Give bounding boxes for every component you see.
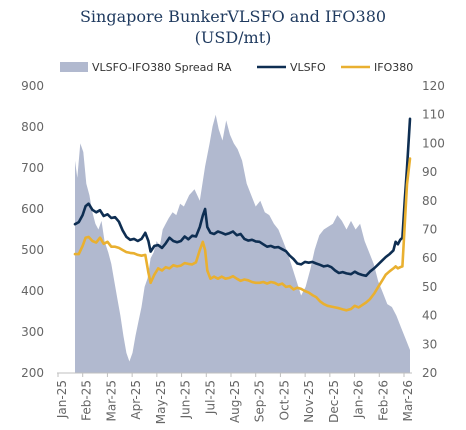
legend-swatch-spread [60, 62, 88, 72]
series-ifo380-line [73, 157, 412, 312]
chart-title-line2: (USD/mt) [194, 28, 272, 47]
y-left-tick-label: 800 [21, 120, 44, 134]
y-right-tick-label: 20 [422, 366, 437, 380]
legend-label-spread: VLSFO-IFO380 Spread RA [92, 61, 232, 74]
x-tick-label: Oct-25 [277, 380, 291, 420]
x-tick-label: Mar-26 [401, 380, 415, 421]
x-tick-label: Feb-25 [80, 380, 94, 421]
x-tick-label: Dec-25 [327, 380, 341, 423]
x-tick-label: Jan-25 [55, 380, 69, 419]
y-left-tick-label: 200 [21, 366, 44, 380]
chart-title-line1: Singapore BunkerVLSFO and IFO380 [79, 7, 387, 26]
y-right-tick-label: 80 [422, 194, 437, 208]
x-tick-label: Jun-25 [179, 380, 193, 419]
series-vlsfo-line [73, 117, 412, 278]
y-right-tick-label: 30 [422, 337, 437, 351]
legend-label-vlsfo: VLSFO [290, 61, 326, 74]
x-tick-label: Sep-25 [253, 380, 267, 422]
y-right-tick-label: 60 [422, 251, 437, 265]
y-left-tick-label: 600 [21, 202, 44, 216]
y-right-tick-label: 120 [422, 79, 445, 93]
x-tick-label: Aug-25 [228, 380, 242, 423]
y-right-tick-label: 90 [422, 165, 437, 179]
y-right-tick-label: 70 [422, 223, 437, 237]
y-left-tick-label: 700 [21, 161, 44, 175]
y-right-tick-label: 50 [422, 280, 437, 294]
y-right-tick-label: 100 [422, 136, 445, 150]
x-tick-label: Jul-25 [203, 380, 217, 415]
plot-area [73, 114, 412, 373]
y-left-tick-label: 500 [21, 243, 44, 257]
legend-label-ifo380: IFO380 [374, 61, 413, 74]
y-left-tick-label: 400 [21, 284, 44, 298]
y-right-tick-label: 110 [422, 108, 445, 122]
x-tick-label: May-25 [154, 380, 168, 424]
x-tick-label: Jan-26 [352, 380, 366, 419]
y-left-tick-label: 300 [21, 325, 44, 339]
x-tick-label: Feb-26 [376, 380, 390, 421]
legend: VLSFO-IFO380 Spread RA VLSFO IFO380 [60, 61, 413, 74]
x-tick-label: Apr-25 [129, 380, 143, 420]
axes: 200 300 400 500 600 700 800 900 20 30 40 50 60 70 80 90… [21, 79, 445, 424]
chart-title: Singapore BunkerVLSFO and IFO380 (USD/mt… [0, 6, 466, 48]
y-right-tick-label: 40 [422, 309, 437, 323]
x-tick-label: Nov-25 [302, 380, 316, 423]
x-tick-label: Mar-25 [104, 380, 118, 421]
y-left-tick-label: 900 [21, 79, 44, 93]
series-spread-area [75, 114, 410, 373]
